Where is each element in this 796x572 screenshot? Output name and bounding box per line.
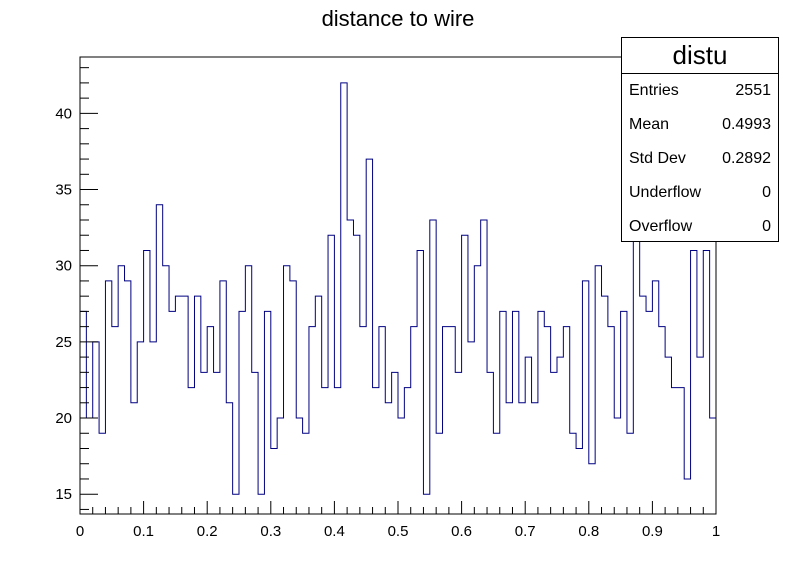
y-tick-label: 40 <box>55 105 72 122</box>
histogram-line <box>80 82 716 495</box>
stats-label: Underflow <box>629 184 702 201</box>
y-tick-label: 30 <box>55 258 72 275</box>
chart-title: distance to wire <box>321 6 475 31</box>
x-tick-label: 0 <box>76 523 84 540</box>
stats-value: 0 <box>762 184 771 201</box>
y-tick-label: 20 <box>55 410 72 427</box>
stats-row-stddev: Std Dev 0.2892 <box>622 142 778 176</box>
stats-value: 2551 <box>735 82 771 99</box>
x-tick-label: 0.7 <box>515 523 536 540</box>
stats-label: Mean <box>629 116 670 133</box>
stats-value: 0.4993 <box>722 116 771 133</box>
x-tick-label: 0.5 <box>388 523 409 540</box>
y-tick-label: 35 <box>55 182 72 199</box>
x-tick-label: 0.3 <box>260 523 281 540</box>
stats-box-name: distu <box>622 38 778 74</box>
stats-row-underflow: Underflow 0 <box>622 176 778 210</box>
x-tick-label: 0.1 <box>133 523 154 540</box>
stats-label: Overflow <box>629 218 693 235</box>
stats-box: distu Entries 2551 Mean 0.4993 Std Dev 0… <box>621 37 779 242</box>
y-tick-label: 25 <box>55 334 72 351</box>
x-tick-label: 0.2 <box>197 523 218 540</box>
stats-row-entries: Entries 2551 <box>622 74 778 108</box>
stats-label: Entries <box>629 82 679 99</box>
stats-row-mean: Mean 0.4993 <box>622 108 778 142</box>
x-tick-label: 0.4 <box>324 523 345 540</box>
x-tick-label: 0.6 <box>451 523 472 540</box>
x-tick-label: 0.8 <box>578 523 599 540</box>
stats-value: 0.2892 <box>722 150 771 167</box>
y-tick-label: 15 <box>55 486 72 503</box>
stats-value: 0 <box>762 218 771 235</box>
stats-label: Std Dev <box>629 150 686 167</box>
x-tick-label: 1 <box>712 523 720 540</box>
stats-row-overflow: Overflow 0 <box>622 210 778 244</box>
x-tick-label: 0.9 <box>642 523 663 540</box>
